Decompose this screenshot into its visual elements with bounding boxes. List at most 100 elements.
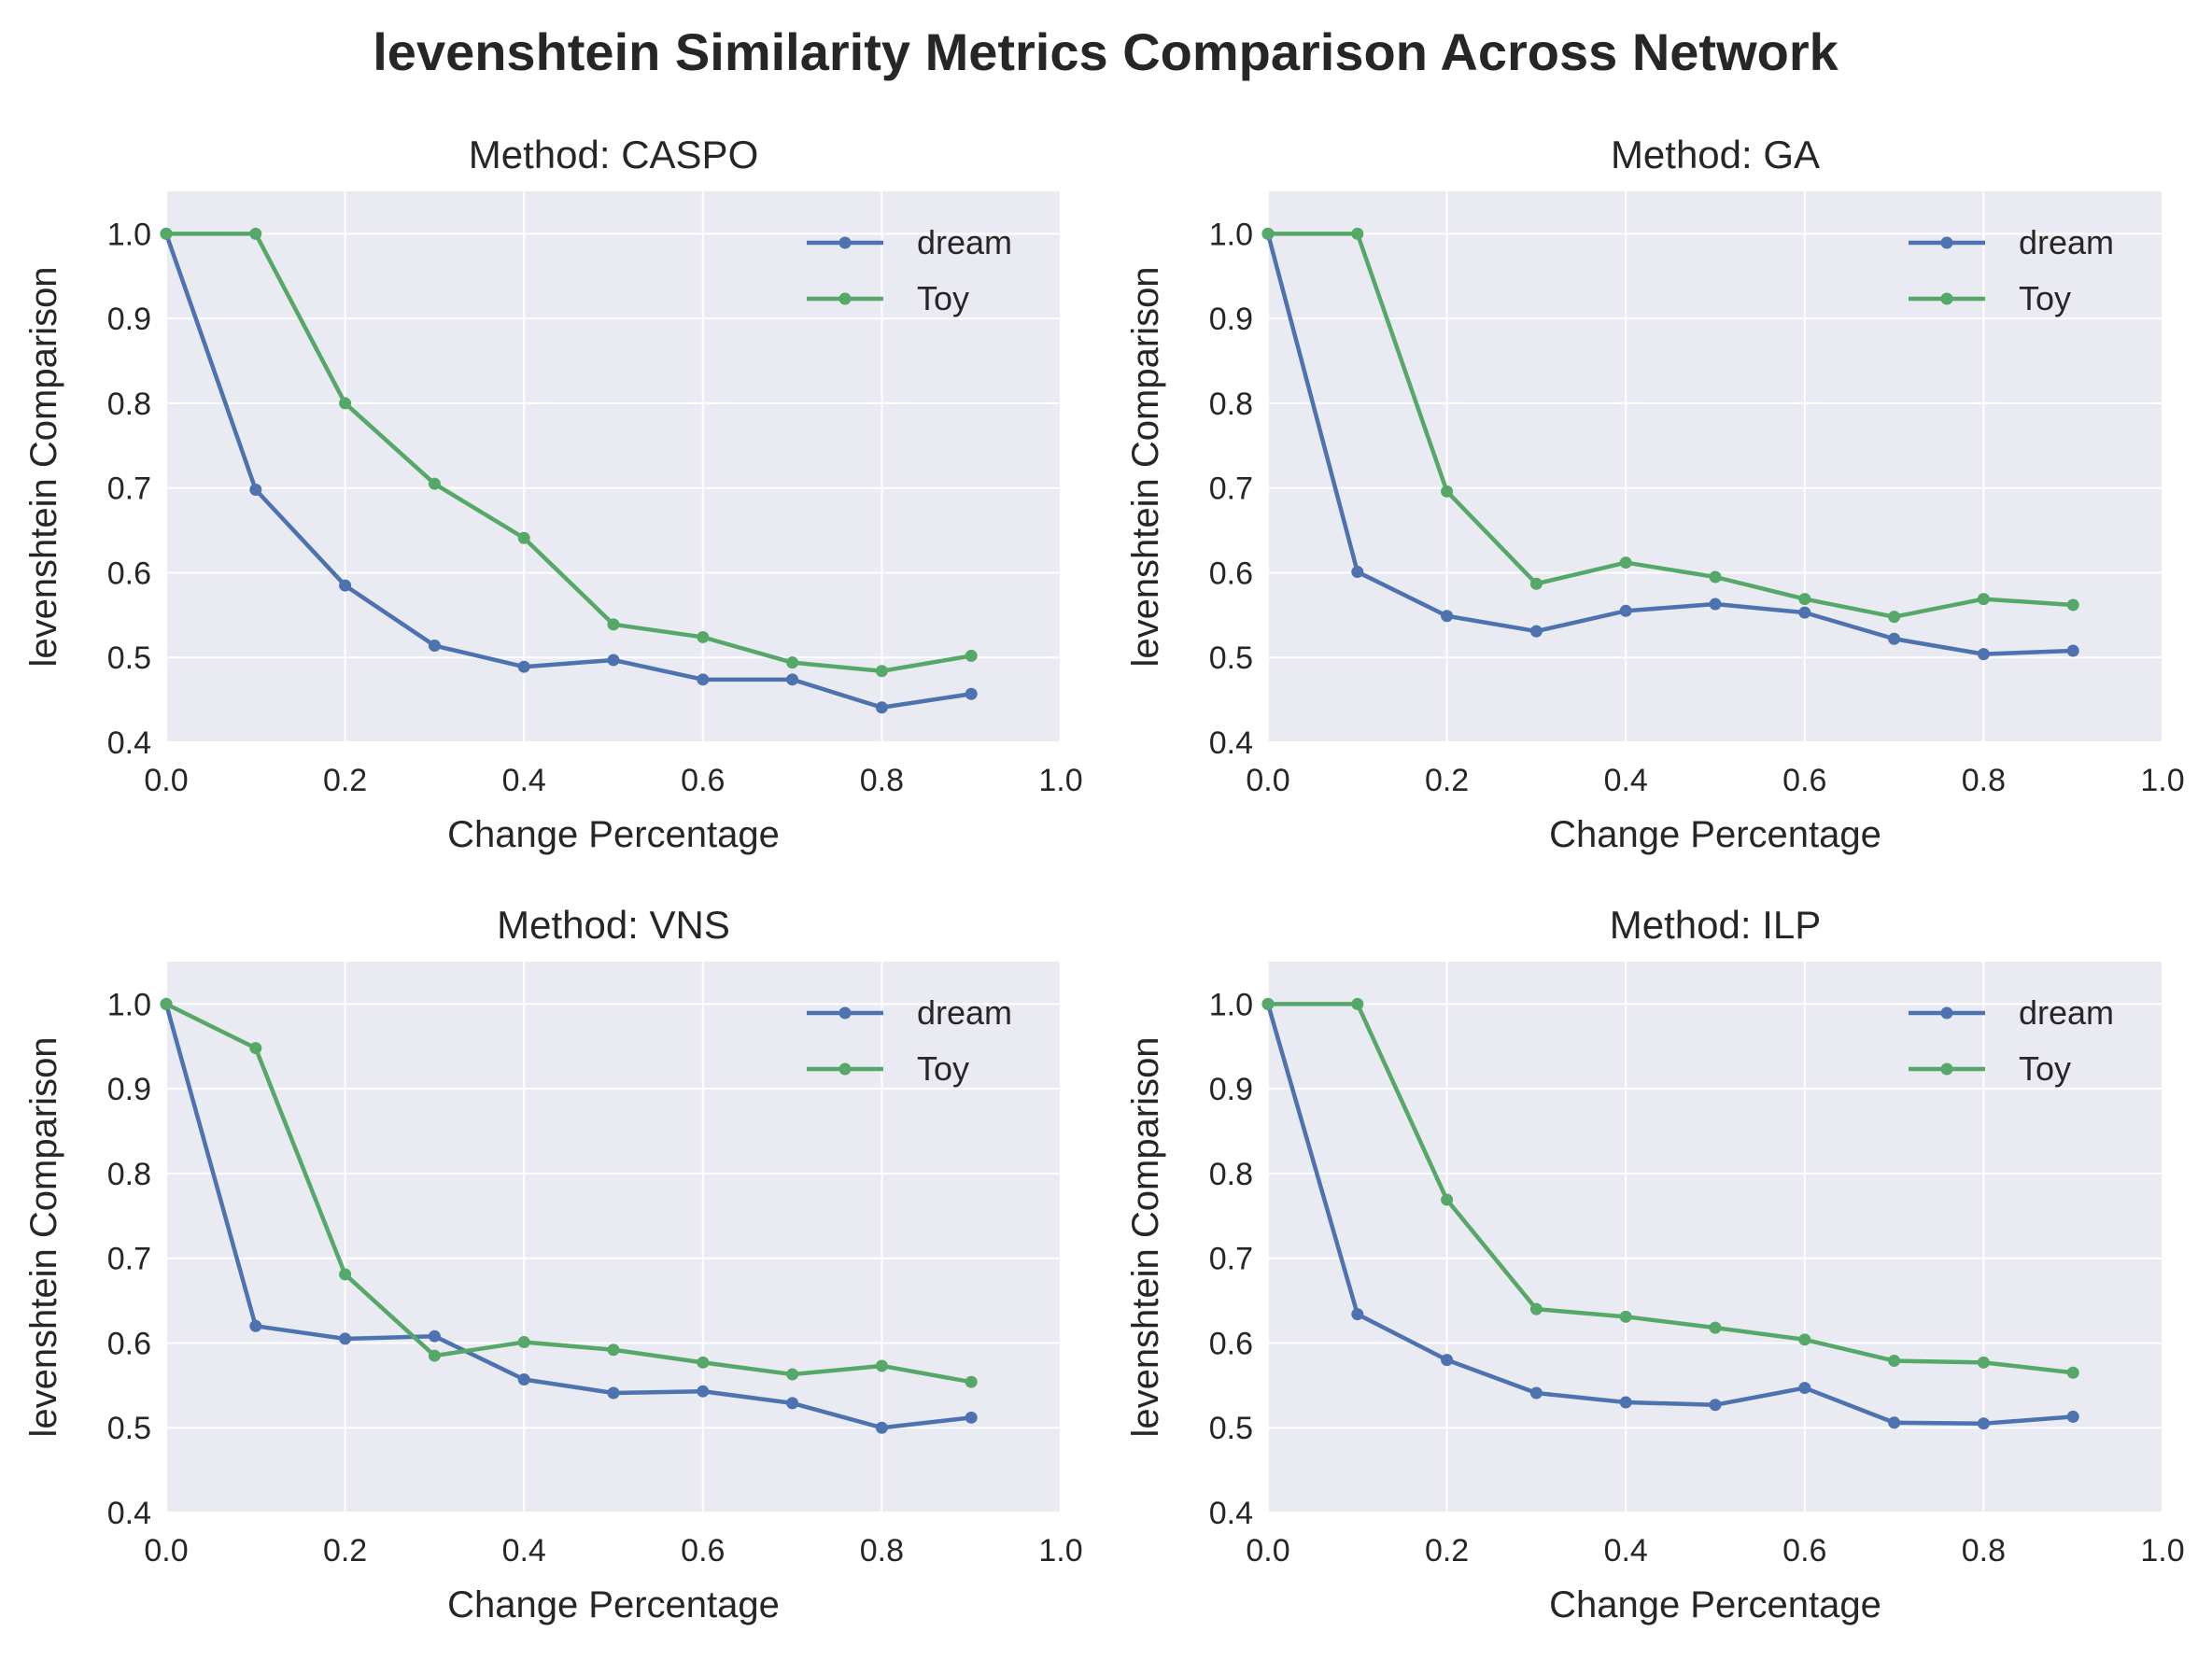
series-dream — [1261, 227, 2079, 661]
data-point-toy — [1261, 227, 1275, 240]
data-point-toy — [1351, 997, 1364, 1010]
panel-title: Method: VNS — [497, 903, 730, 947]
data-point-dream — [1441, 610, 1454, 623]
legend-label-dream: dream — [917, 993, 1012, 1032]
data-point-toy — [1709, 1321, 1722, 1334]
data-point-toy — [249, 227, 262, 240]
y-tick-label: 0.9 — [107, 302, 151, 337]
y-tick-label: 0.6 — [107, 1326, 151, 1361]
y-tick-label: 0.6 — [1209, 1326, 1253, 1361]
x-tick-label: 1.0 — [2140, 763, 2184, 798]
y-tick-label: 0.5 — [1209, 1411, 1253, 1446]
y-tick-label: 0.8 — [107, 1157, 151, 1192]
series-line-dream — [163, 1002, 974, 1430]
y-tick-label: 0.8 — [1209, 387, 1253, 422]
x-tick-label: 0.8 — [860, 1533, 904, 1569]
panel-ilp: 0.0 0.2 0.4 0.6 0.8 1.0 0.4 0.5 0.6 0.7 0.8 0.9 1.0 M… — [1125, 903, 2185, 1625]
series-line-dream — [1265, 232, 2076, 656]
y-tick-label: 0.9 — [1209, 1072, 1253, 1107]
data-point-toy — [1709, 570, 1722, 584]
series-line-dream — [163, 232, 974, 710]
data-point-dream — [697, 1385, 710, 1398]
data-point-toy — [607, 618, 620, 631]
y-tick-label: 1.0 — [1209, 987, 1253, 1022]
x-tick-label: 0.0 — [1246, 763, 1289, 798]
y-tick-label: 0.9 — [107, 1072, 151, 1107]
legend-marker-toy — [838, 1062, 852, 1076]
y-tick-label: 1.0 — [107, 217, 151, 252]
legend-marker-dream — [1940, 236, 1953, 249]
data-point-toy — [339, 397, 352, 410]
series-line-toy — [1265, 1002, 2076, 1375]
x-axis-label: Change Percentage — [447, 814, 780, 855]
data-point-toy — [1619, 556, 1632, 570]
x-tick-label: 0.6 — [1782, 763, 1826, 798]
data-point-dream — [1619, 1396, 1632, 1409]
y-axis-label: levenshtein Comparison — [23, 1036, 64, 1437]
data-point-dream — [1888, 632, 1901, 645]
y-tick-label: 0.8 — [1209, 1157, 1253, 1192]
data-point-toy — [1798, 1333, 1811, 1346]
y-tick-label: 0.7 — [107, 471, 151, 507]
data-point-toy — [697, 630, 710, 643]
y-tick-label: 0.5 — [107, 1411, 151, 1446]
legend: dream Toy — [807, 223, 1012, 317]
x-tick-label: 0.2 — [1425, 763, 1469, 798]
y-tick-label: 0.8 — [107, 387, 151, 422]
data-point-toy — [1441, 485, 1454, 498]
y-tick-label: 0.7 — [1209, 1242, 1253, 1277]
data-point-dream — [965, 687, 978, 700]
x-axis-label: Change Percentage — [1549, 1584, 1881, 1625]
data-point-toy — [607, 1343, 620, 1357]
y-axis-label: levenshtein Comparison — [1125, 1036, 1166, 1437]
data-point-dream — [2066, 644, 2079, 657]
legend-label-dream: dream — [2019, 223, 2114, 261]
data-point-toy — [2066, 1366, 2079, 1379]
legend-label-toy: Toy — [2019, 279, 2071, 317]
panel-title: Method: GA — [1611, 133, 1820, 176]
data-point-toy — [965, 1375, 978, 1388]
data-point-dream — [1529, 625, 1543, 638]
x-tick-label: 0.2 — [323, 763, 367, 798]
data-point-dream — [1441, 1354, 1454, 1367]
data-point-toy — [2066, 598, 2079, 612]
series-line-toy — [163, 232, 974, 674]
data-point-toy — [1977, 1356, 1990, 1369]
data-point-toy — [786, 656, 799, 669]
panel-vns: 0.0 0.2 0.4 0.6 0.8 1.0 0.4 0.5 0.6 0.7 0.8 0.9 1.0 M… — [23, 903, 1083, 1625]
data-point-dream — [339, 579, 352, 592]
data-point-dream — [1798, 1382, 1811, 1395]
x-tick-label: 0.4 — [502, 1533, 546, 1569]
data-point-dream — [517, 1372, 530, 1386]
plot-area — [1268, 191, 2163, 742]
x-tick-label: 0.0 — [1246, 1533, 1289, 1569]
data-point-toy — [1619, 1310, 1632, 1323]
legend-marker-toy — [838, 292, 852, 305]
data-point-dream — [875, 701, 888, 714]
data-point-dream — [875, 1421, 888, 1434]
x-axis-label: Change Percentage — [1549, 814, 1881, 855]
y-tick-label: 1.0 — [107, 987, 151, 1022]
y-axis-label: levenshtein Comparison — [23, 266, 64, 667]
data-point-toy — [249, 1042, 262, 1055]
x-tick-label: 0.8 — [860, 763, 904, 798]
y-tick-label: 0.5 — [107, 640, 151, 676]
legend-label-dream: dream — [917, 223, 1012, 261]
data-point-toy — [875, 1359, 888, 1372]
x-tick-label: 0.6 — [681, 1533, 725, 1569]
y-tick-label: 0.4 — [1209, 1496, 1253, 1531]
plot-area — [166, 962, 1061, 1512]
subplot-grid: 0.0 0.2 0.4 0.6 0.8 1.0 0.4 0.5 0.6 0.7 0.8 0.9 1.0 M… — [23, 133, 2185, 1625]
data-point-toy — [339, 1268, 352, 1281]
x-tick-label: 0.6 — [1782, 1533, 1826, 1569]
data-point-toy — [1888, 1355, 1901, 1368]
figure-title: levenshtein Similarity Metrics Compariso… — [373, 22, 1839, 81]
x-tick-label: 0.0 — [144, 763, 188, 798]
series-toy — [160, 997, 978, 1388]
x-tick-label: 0.8 — [1962, 763, 2006, 798]
data-point-dream — [786, 1397, 799, 1410]
data-point-dream — [697, 673, 710, 686]
data-point-dream — [1709, 1399, 1722, 1412]
y-tick-label: 0.4 — [107, 725, 151, 761]
series-line-dream — [1265, 1002, 2076, 1426]
